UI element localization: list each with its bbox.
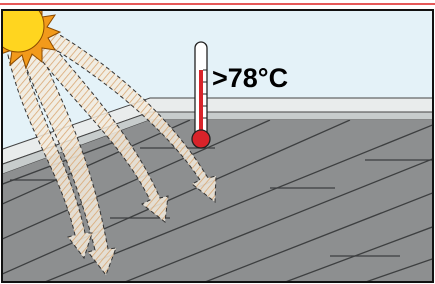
roof-heat-illustration: >78°C [0,0,435,284]
thermometer [192,42,210,148]
temperature-label: >78°C [212,63,288,93]
scene [0,0,435,284]
